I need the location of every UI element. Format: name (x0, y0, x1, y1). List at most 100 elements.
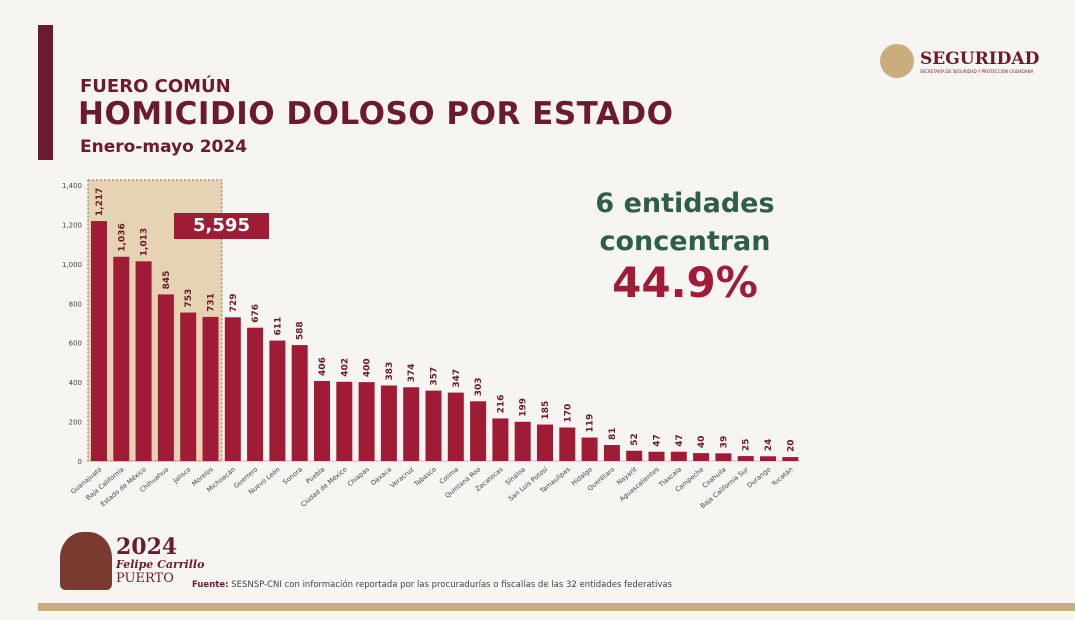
data-label: 400 (363, 358, 373, 377)
bar (380, 385, 397, 461)
bar (91, 221, 107, 461)
data-label: 357 (430, 367, 440, 386)
data-label: 39 (719, 436, 729, 449)
data-label: 729 (229, 293, 239, 312)
data-label: 1,036 (117, 223, 127, 251)
bar (269, 340, 286, 461)
supertitle: FUERO COMÚN (80, 76, 231, 97)
portrait-icon (60, 532, 112, 590)
note-line1: 6 entidades (595, 188, 775, 219)
concentration-percent: 44.9% (612, 258, 758, 307)
footer-bar (38, 603, 1075, 611)
data-label: 47 (675, 434, 685, 447)
bar (247, 327, 264, 461)
bar (737, 456, 754, 461)
total-badge: 5,595 (174, 213, 269, 239)
bar (670, 451, 687, 461)
bar (693, 453, 710, 461)
data-label: 588 (296, 321, 306, 340)
y-tick-label: 800 (69, 300, 82, 308)
data-label: 845 (162, 271, 172, 290)
data-label: 676 (251, 304, 261, 323)
bar (425, 390, 442, 461)
x-tick-label: Yucatán (769, 465, 794, 488)
data-label: 1,217 (95, 188, 105, 216)
data-label: 119 (586, 414, 596, 433)
source-text: SESNSP-CNI con información reportada por… (228, 580, 673, 590)
data-label: 402 (340, 358, 350, 377)
data-label: 24 (764, 439, 774, 452)
data-label: 406 (318, 357, 328, 376)
bar (157, 294, 174, 461)
x-tick-label: Jalisco (171, 465, 193, 485)
bar (603, 445, 620, 461)
bar (403, 387, 420, 461)
bar (202, 316, 219, 461)
bar (492, 418, 509, 461)
subtitle: Enero-mayo 2024 (80, 137, 248, 157)
x-tick-label: Chiapas (346, 465, 371, 488)
bar (113, 256, 130, 461)
title-accent-bar (38, 25, 53, 160)
badge-place: PUERTO (116, 571, 174, 586)
x-tick-label: Aguascalientes (618, 465, 661, 503)
data-label: 303 (474, 377, 484, 396)
data-label: 611 (273, 317, 283, 336)
data-label: 40 (697, 436, 707, 449)
seal-icon (880, 44, 914, 78)
bar (537, 424, 553, 461)
bar (470, 401, 487, 461)
bar (447, 392, 464, 461)
data-label: 347 (452, 369, 462, 388)
data-label: 1,013 (140, 228, 150, 256)
bar (581, 437, 598, 461)
data-label: 383 (385, 362, 395, 381)
seguridad-logo: SEGURIDAD SECRETARÍA DE SEGURIDAD Y PROT… (880, 44, 1039, 78)
data-label: 199 (519, 398, 529, 417)
logo-subtext: SECRETARÍA DE SEGURIDAD Y PROTECCIÓN CIU… (920, 68, 1034, 74)
y-tick-label: 1,200 (62, 221, 82, 229)
data-label: 731 (207, 293, 217, 312)
x-tick-label: Tabasco (412, 465, 438, 488)
bar (336, 381, 353, 461)
data-label: 52 (630, 433, 640, 446)
data-label: 81 (608, 428, 618, 441)
data-label: 25 (742, 439, 752, 452)
x-tick-label: Veracruz (389, 465, 416, 490)
anniversary-badge: 2024 Felipe Carrillo PUERTO (60, 532, 204, 590)
bar (291, 345, 308, 461)
bar (626, 450, 643, 461)
source-label: Fuente: (192, 580, 229, 590)
y-tick-label: 1,000 (62, 261, 82, 269)
badge-year: 2024 (116, 534, 178, 560)
bar (514, 421, 531, 461)
page-title: HOMICIDIO DOLOSO POR ESTADO (78, 96, 674, 132)
source-note: Fuente: SESNSP-CNI con información repor… (192, 580, 672, 590)
x-tick-label: Durango (746, 465, 773, 489)
logo-text: SEGURIDAD (920, 48, 1040, 69)
badge-name: Felipe Carrillo (116, 558, 205, 571)
y-tick-label: 600 (69, 340, 82, 348)
bar (648, 451, 665, 461)
bar (782, 457, 799, 461)
y-tick-label: 1,400 (62, 182, 82, 190)
data-label: 216 (496, 395, 506, 414)
y-tick-label: 0 (78, 458, 82, 466)
data-label: 20 (786, 440, 796, 453)
y-tick-label: 200 (69, 419, 82, 427)
data-label: 185 (541, 401, 551, 420)
x-tick-label: Sonora (281, 465, 304, 486)
bar (224, 317, 241, 461)
y-tick-label: 400 (69, 379, 82, 387)
note-line2: concentran (599, 226, 771, 257)
data-label: 170 (563, 404, 573, 423)
bar (760, 456, 776, 461)
bar (715, 453, 732, 461)
bar (135, 261, 152, 461)
bar (314, 380, 330, 461)
bar (180, 312, 197, 461)
data-label: 374 (407, 363, 417, 382)
data-label: 47 (653, 434, 663, 447)
bar (559, 427, 576, 461)
